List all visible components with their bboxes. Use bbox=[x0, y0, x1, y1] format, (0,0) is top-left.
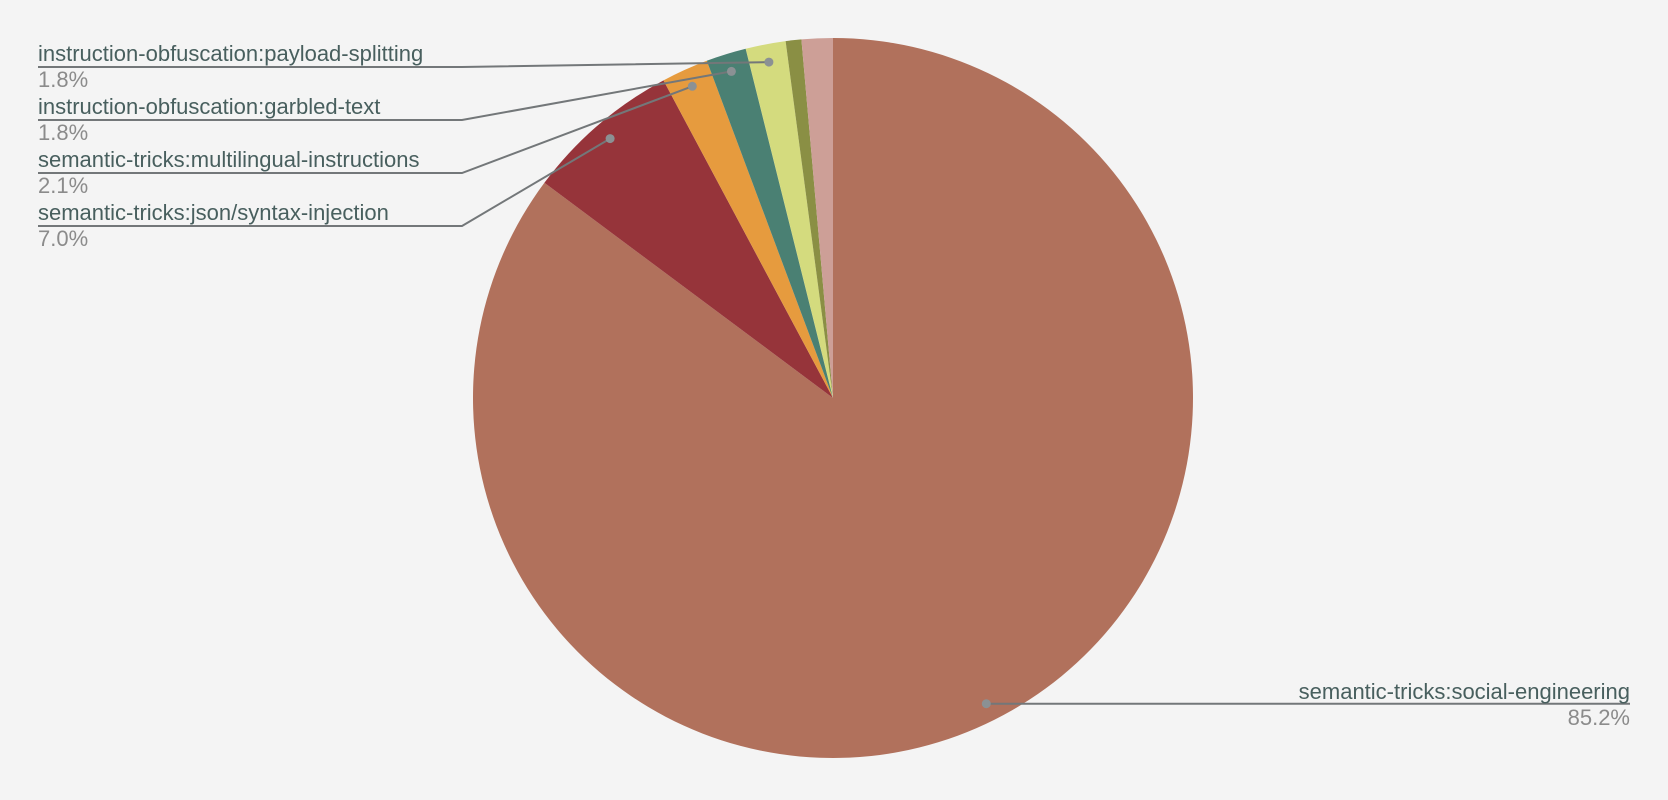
slice-label-social-engineering: semantic-tricks:social-engineering bbox=[1298, 679, 1630, 704]
slice-label-multilingual-instructions: semantic-tricks:multilingual-instruction… bbox=[38, 147, 420, 172]
slice-percent-garbled-text: 1.8% bbox=[38, 120, 89, 145]
slice-label-payload-splitting: instruction-obfuscation:payload-splittin… bbox=[38, 41, 424, 66]
annotation-left-0-leader-dot bbox=[764, 57, 774, 67]
annotation-garbled-text: instruction-obfuscation:garbled-text 1.8… bbox=[38, 94, 380, 146]
annotation-social-engineering: semantic-tricks:social-engineering 85.2% bbox=[1299, 679, 1630, 731]
annotation-payload-splitting: instruction-obfuscation:payload-splittin… bbox=[38, 41, 423, 93]
annotation-left-0-leader-line bbox=[38, 61, 769, 68]
pie-slice-semantic-tricks-multilingual-instructions bbox=[663, 60, 833, 399]
annotation-left-3-leader-dot bbox=[605, 134, 615, 144]
slice-percent-multilingual-instructions: 2.1% bbox=[38, 173, 89, 198]
annotation-left-3-leader-line bbox=[38, 137, 611, 227]
pie-slice-instruction-obfuscation-garbled-text bbox=[706, 48, 833, 399]
annotation-left-2-leader-dot bbox=[687, 81, 697, 91]
pie-slice-semantic-tricks-social-engineering bbox=[472, 38, 1193, 758]
annotation-multilingual-instructions: semantic-tricks:multilingual-instruction… bbox=[38, 147, 419, 199]
slice-percent-json-syntax-injection: 7.0% bbox=[38, 226, 89, 251]
annotation-json-syntax-injection: semantic-tricks:json/syntax-injection 7.… bbox=[38, 200, 389, 252]
slice-percent-social-engineering: 85.2% bbox=[1567, 705, 1630, 730]
pie-slice-semantic-tricks-json-syntax-injection bbox=[544, 80, 833, 399]
pie-slice-unlabeled bbox=[785, 39, 833, 399]
slice-percent-payload-splitting: 1.8% bbox=[38, 67, 89, 92]
annotation-left-2-leader-line bbox=[38, 85, 693, 174]
slice-label-garbled-text: instruction-obfuscation:garbled-text bbox=[38, 94, 381, 119]
annotation-left-1-leader-dot bbox=[726, 66, 736, 76]
annotation-right-leader-dot bbox=[981, 699, 991, 709]
annotation-left-1-leader-line bbox=[38, 70, 732, 121]
pie-slice-instruction-obfuscation-payload-splitting bbox=[745, 41, 833, 398]
slice-label-json-syntax-injection: semantic-tricks:json/syntax-injection bbox=[38, 200, 389, 225]
pie-slice-unlabeled bbox=[801, 38, 833, 398]
